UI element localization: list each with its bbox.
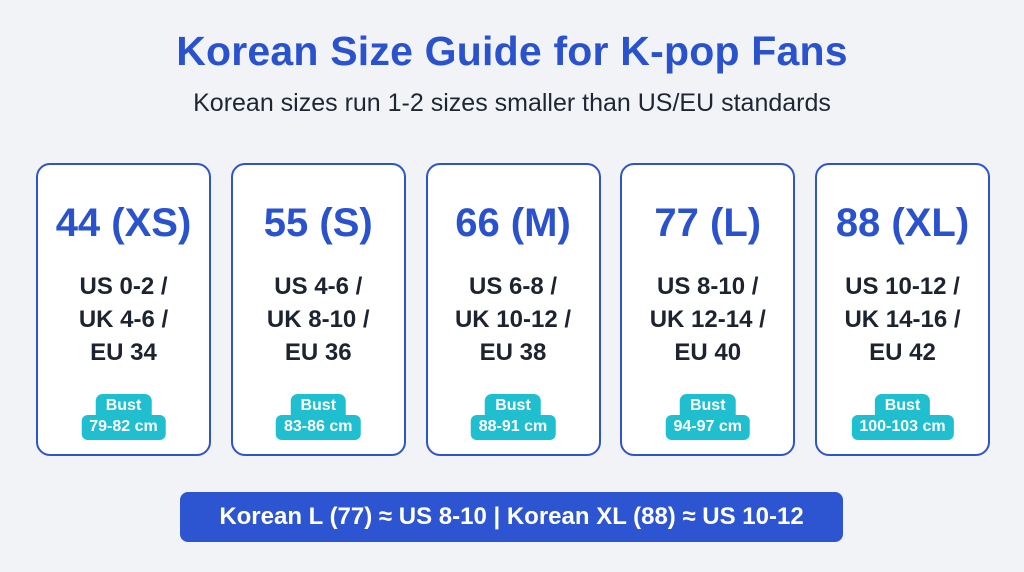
page-subtitle: Korean sizes run 1-2 sizes smaller than … [193,89,831,117]
bust-label: Bust [290,394,347,415]
bust-badge: Bust 94-97 cm [665,394,750,440]
bust-label: Bust [95,394,152,415]
bust-label: Bust [679,394,736,415]
uk-size: UK 4-6 / [78,306,169,333]
size-conversion: US 8-10 / UK 12-14 / EU 40 [622,270,793,369]
eu-size: EU 40 [674,339,742,366]
bust-badge: Bust 79-82 cm [81,394,166,440]
size-card-xl: 88 (XL) US 10-12 / UK 14-16 / EU 42 Bust… [815,163,990,456]
size-conversion: US 6-8 / UK 10-12 / EU 38 [428,270,599,369]
size-conversion: US 0-2 / UK 4-6 / EU 34 [38,270,209,369]
bust-badge: Bust 83-86 cm [276,394,361,440]
size-card-m: 66 (M) US 6-8 / UK 10-12 / EU 38 Bust 88… [425,163,601,456]
uk-size: UK 12-14 / [649,306,766,333]
summary-banner: Korean L (77) ≈ US 8-10 | Korean XL (88)… [180,492,843,542]
uk-size: UK 8-10 / [266,306,370,333]
korean-size: 77 (L) [654,201,762,245]
bust-value: 88-91 cm [470,415,556,440]
us-size: US 8-10 / [657,273,759,300]
bust-badge: Bust 100-103 cm [851,394,954,440]
size-conversion: US 10-12 / UK 14-16 / EU 42 [817,270,988,369]
size-card-xs: 44 (XS) US 0-2 / UK 4-6 / EU 34 Bust 79-… [36,163,211,456]
us-size: US 4-6 / [274,273,363,300]
uk-size: UK 10-12 / [454,306,572,333]
page-title: Korean Size Guide for K-pop Fans [176,28,848,74]
korean-size: 55 (S) [263,201,373,245]
eu-size: EU 36 [284,339,352,366]
size-conversion: US 4-6 / UK 8-10 / EU 36 [233,270,404,369]
bust-value: 94-97 cm [665,415,750,440]
bust-value: 79-82 cm [81,415,166,440]
us-size: US 0-2 / [79,273,168,300]
korean-size: 66 (M) [455,201,571,245]
korean-size: 44 (XS) [55,201,192,245]
eu-size: EU 34 [90,339,157,366]
uk-size: UK 14-16 / [844,306,961,333]
size-cards: 44 (XS) US 0-2 / UK 4-6 / EU 34 Bust 79-… [36,163,990,456]
size-card-s: 55 (S) US 4-6 / UK 8-10 / EU 36 Bust 83-… [230,163,406,456]
bust-value: 83-86 cm [276,415,361,440]
us-size: US 6-8 / [468,273,558,300]
korean-size: 88 (XL) [835,201,970,245]
bust-badge: Bust 88-91 cm [470,394,556,440]
bust-value: 100-103 cm [851,415,954,440]
bust-label: Bust [874,394,931,415]
eu-size: EU 38 [479,339,547,366]
eu-size: EU 42 [869,339,936,366]
bust-label: Bust [485,394,541,415]
size-card-l: 77 (L) US 8-10 / UK 12-14 / EU 40 Bust 9… [620,163,796,456]
us-size: US 10-12 / [845,273,960,300]
